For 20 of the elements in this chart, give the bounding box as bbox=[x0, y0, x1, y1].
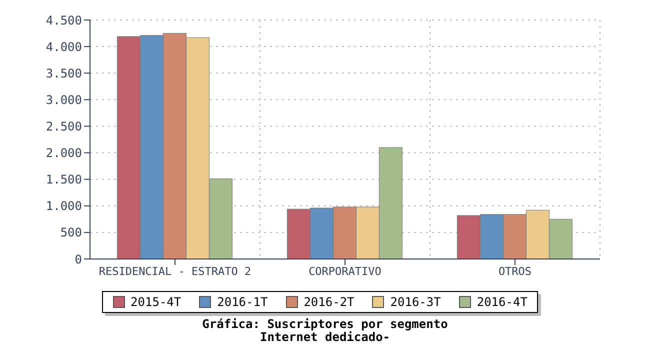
legend-label: 2016-1T bbox=[216, 295, 268, 309]
x-tick-label: RESIDENCIAL - ESTRATO 2 bbox=[98, 264, 252, 278]
y-tick-label: 2.000 bbox=[46, 146, 82, 160]
y-tick-label: 4.500 bbox=[46, 13, 82, 28]
legend-label: 2016-3T bbox=[389, 295, 441, 309]
y-tick-label: 0 bbox=[74, 252, 82, 266]
legend-label: 2016-4T bbox=[476, 295, 528, 309]
y-tick-label: 3.500 bbox=[46, 66, 82, 80]
legend-label: 2015-4T bbox=[130, 295, 182, 309]
legend-label: 2016-2T bbox=[302, 295, 354, 309]
y-tick-label: 3.000 bbox=[46, 92, 82, 107]
y-tick-label: 1.500 bbox=[46, 172, 82, 187]
y-tick-label: 500 bbox=[60, 226, 82, 240]
x-tick-label: CORPORATIVO bbox=[308, 264, 382, 278]
text: Internet dedicado- bbox=[258, 330, 391, 344]
x-tick-label: OTROS bbox=[498, 264, 532, 278]
y-tick-label: 2.500 bbox=[46, 119, 82, 134]
y-tick-label: 1.000 bbox=[46, 199, 82, 214]
text: Gráfica: Suscriptores por segmento bbox=[201, 317, 449, 331]
y-tick-label: 4.000 bbox=[46, 40, 82, 54]
